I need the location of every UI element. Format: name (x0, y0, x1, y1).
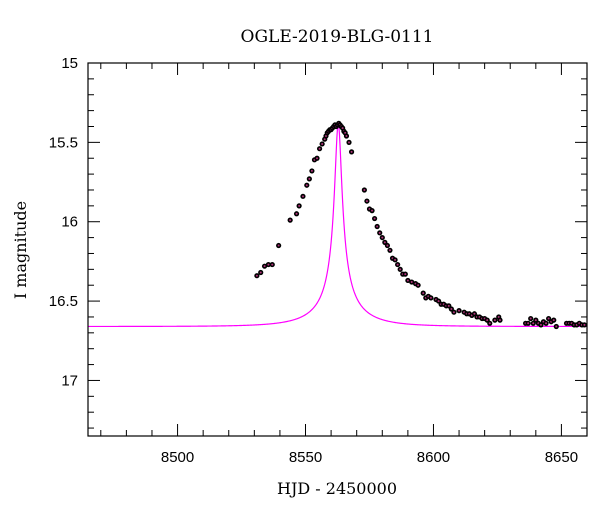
data-point-center (552, 319, 555, 322)
data-point-center (259, 271, 262, 274)
data-point-center (422, 292, 425, 295)
data-point-center (295, 212, 298, 215)
data-points-layer (254, 120, 587, 330)
data-point-center (350, 150, 353, 153)
model-curve-layer (88, 123, 587, 328)
data-point-center (321, 142, 324, 145)
data-point-center (310, 169, 313, 172)
data-point-center (396, 263, 399, 266)
data-point-center (527, 322, 530, 325)
axis-ticks (88, 62, 588, 436)
data-point-center (555, 325, 558, 328)
plot-frame (87, 62, 588, 437)
data-point-center (529, 317, 532, 320)
data-point-center (255, 274, 258, 277)
data-point-center (371, 209, 374, 212)
y-tick-label: 16.5 (49, 293, 78, 310)
data-point-center (473, 312, 476, 315)
data-point-center (383, 241, 386, 244)
data-point-center (534, 319, 537, 322)
y-tick-label: 16 (61, 214, 78, 231)
data-point-center (376, 225, 379, 228)
data-point-center (399, 268, 402, 271)
data-point-center (318, 147, 321, 150)
y-tick-label: 15.5 (49, 134, 78, 151)
data-point-center (545, 322, 548, 325)
data-point-center (263, 265, 266, 268)
data-point-center (493, 319, 496, 322)
data-point-center (388, 249, 391, 252)
model-curve (88, 123, 587, 328)
data-point-center (497, 315, 500, 318)
data-point-center (323, 138, 326, 141)
data-point-center (488, 322, 491, 325)
data-point-center (324, 135, 327, 138)
data-point-center (305, 184, 308, 187)
data-point-center (410, 281, 413, 284)
data-point-center (452, 311, 455, 314)
data-point-center (271, 263, 274, 266)
data-point-center (417, 284, 420, 287)
data-point-center (394, 258, 397, 261)
data-point-center (547, 317, 550, 320)
data-point-center (365, 200, 368, 203)
data-point-center (450, 308, 453, 311)
x-tick-labels: 8500 8550 8600 8650 (161, 449, 578, 466)
y-tick-labels: 15 15.5 16 16.5 17 (49, 55, 78, 389)
data-point-center (458, 309, 461, 312)
y-tick-label: 15 (61, 55, 78, 72)
data-point-center (437, 300, 440, 303)
x-axis-label: HJD - 2450000 (277, 479, 397, 498)
data-point-center (373, 217, 376, 220)
y-axis-label: I magnitude (11, 201, 30, 299)
data-point-center (345, 135, 348, 138)
data-point-center (277, 244, 280, 247)
x-tick-label: 8500 (161, 449, 194, 466)
x-tick-label: 8600 (417, 449, 450, 466)
data-point-center (267, 263, 270, 266)
data-point-center (308, 177, 311, 180)
data-point-center (363, 188, 366, 191)
data-point-center (583, 323, 586, 326)
chart-title: OGLE-2019-BLG-0111 (241, 27, 434, 47)
data-point-center (406, 279, 409, 282)
data-point-center (486, 319, 489, 322)
x-tick-label: 8650 (545, 449, 578, 466)
data-point-center (289, 219, 292, 222)
data-point-center (298, 204, 301, 207)
data-point-center (447, 304, 450, 307)
data-point-center (301, 195, 304, 198)
data-point-center (539, 323, 542, 326)
data-point-center (344, 131, 347, 134)
data-point-center (498, 319, 501, 322)
data-point-center (386, 244, 389, 247)
data-point-center (378, 231, 381, 234)
data-point-center (381, 236, 384, 239)
data-point-center (532, 322, 535, 325)
data-point-center (316, 157, 319, 160)
y-tick-label: 17 (61, 372, 78, 389)
x-tick-label: 8550 (289, 449, 322, 466)
data-point-center (404, 273, 407, 276)
data-point-center (348, 141, 351, 144)
data-point-center (341, 127, 344, 130)
data-point-center (429, 296, 432, 299)
